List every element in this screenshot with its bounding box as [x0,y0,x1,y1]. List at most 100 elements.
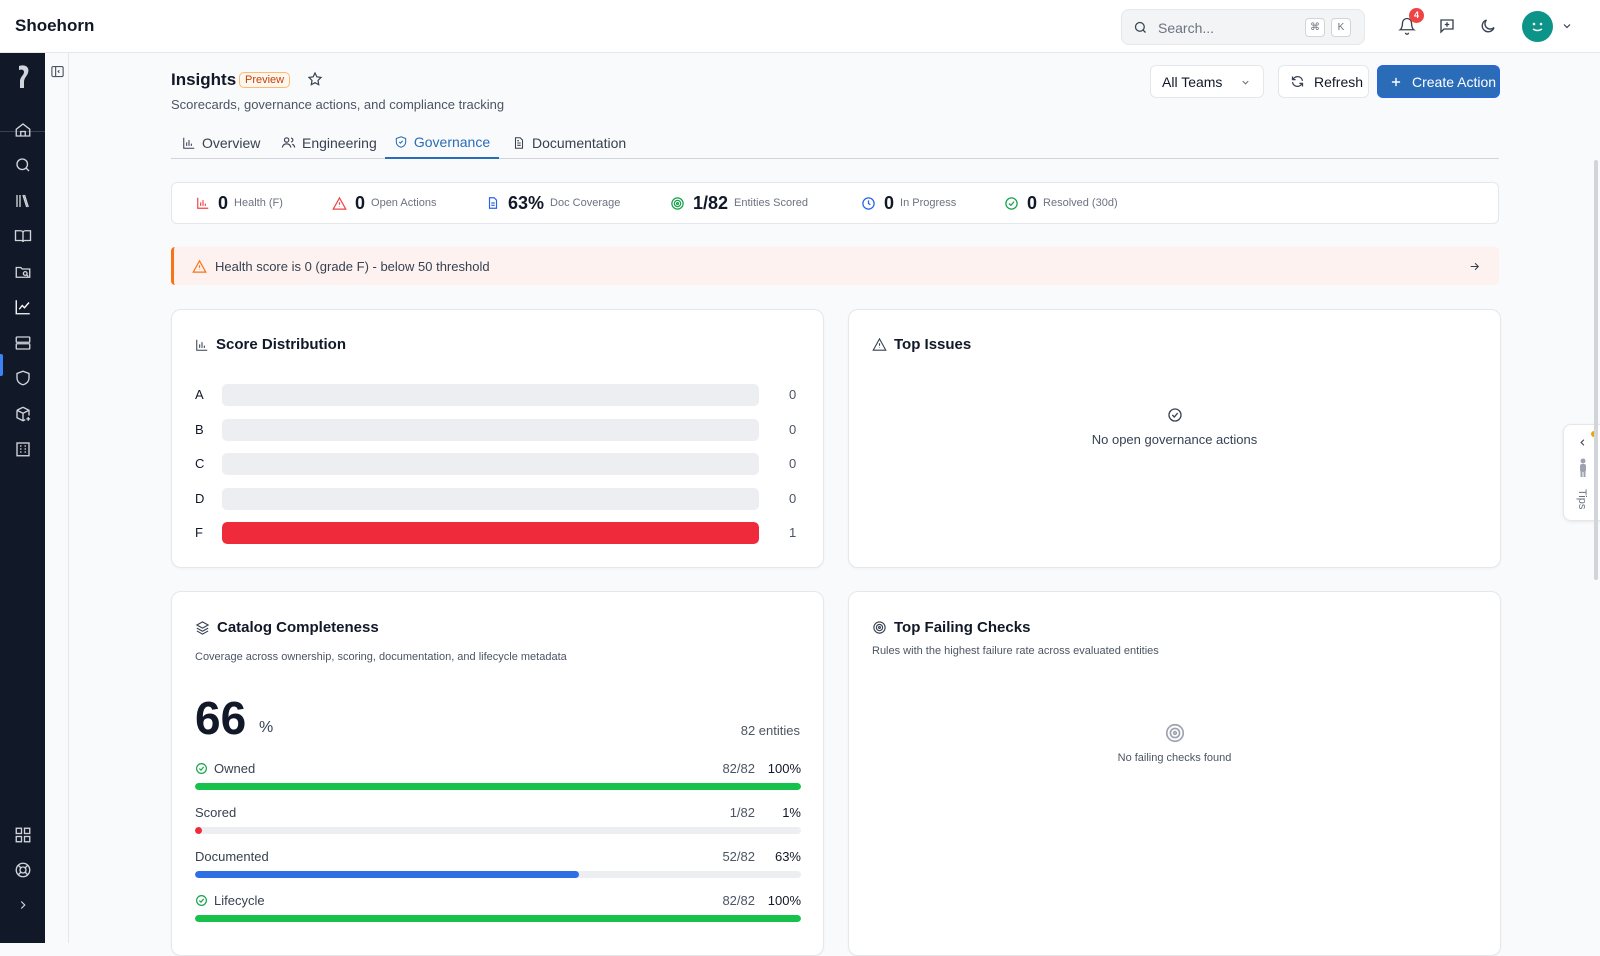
stat-label: Resolved (30d) [1043,197,1118,209]
grade-bar-fill [222,522,759,544]
card-title: Top Failing Checks [872,619,1030,636]
metric-label: Owned [195,761,255,776]
card-title: Score Distribution [195,336,346,353]
team-select[interactable]: All Teams [1150,65,1264,98]
building-icon[interactable] [12,438,34,460]
check-circle-icon [195,894,214,907]
stat-value: 0 [884,192,895,213]
person-icon [1577,458,1589,478]
create-action-button[interactable]: Create Action [1377,65,1500,98]
card-title: Catalog Completeness [195,619,379,636]
stat-value: 1/82 [693,192,729,213]
logo-icon[interactable] [8,59,37,95]
chevron-down-icon[interactable] [1561,20,1573,32]
tips-panel-toggle[interactable]: Tips [1563,424,1600,521]
metric-label-text: Lifecycle [214,893,265,908]
help-buoy-icon[interactable] [12,859,34,881]
chart-line-icon[interactable] [12,296,34,318]
metric-percent: 1% [782,805,801,820]
card-title-text: Top Failing Checks [894,619,1031,636]
refresh-button[interactable]: Refresh [1278,65,1369,98]
stat-value: 63% [508,192,545,213]
grade-label: B [195,421,204,437]
search-nav-icon[interactable] [12,154,34,176]
completeness-metric: Scored 1/82 1% [195,805,801,835]
tips-label: Tips [1576,489,1588,510]
arrow-right-icon[interactable] [1468,260,1481,273]
stat-open-actions: 0 Open Actions [332,183,436,223]
library-icon[interactable] [12,190,34,212]
grade-bar-track [222,384,759,406]
metric-bar-track [195,915,801,922]
empty-text: No failing checks found [1117,752,1232,764]
tab-label: Engineering [302,134,377,151]
panel-toggle-icon[interactable] [50,64,65,79]
feedback-icon[interactable] [1438,17,1456,35]
metric-count: 1/82 [729,805,755,820]
scrollbar[interactable] [1594,160,1598,580]
metric-label: Lifecycle [195,893,265,908]
bell-icon[interactable] [1398,17,1416,35]
empty-state: No failing checks found [849,722,1500,764]
search-box[interactable]: Search... ⌘ K [1121,9,1365,45]
shield-icon[interactable] [12,367,34,389]
moon-icon[interactable] [1479,17,1497,35]
card-title-text: Score Distribution [216,336,347,353]
tab-engineering[interactable]: Engineering [281,126,377,159]
empty-text: No open governance actions [1091,432,1258,447]
metric-percent: 100% [767,893,801,908]
create-action-label: Create Action [1412,73,1497,90]
server-icon[interactable] [12,332,34,354]
stat-label: In Progress [900,197,957,209]
tab-overview[interactable]: Overview [182,126,260,159]
tab-governance[interactable]: Governance [385,126,499,159]
file-text-icon [512,136,532,150]
check-circle-icon [1167,407,1183,423]
metric-percent: 63% [774,849,801,864]
app-title[interactable]: Shoehorn [15,16,95,35]
grade-label: C [195,456,205,471]
folder-search-icon[interactable] [12,261,34,283]
completeness-metric: Documented 52/82 63% [195,849,801,879]
kbd-key: K [1331,18,1351,37]
star-icon[interactable] [307,71,323,87]
package-plus-icon[interactable] [12,403,34,425]
apps-grid-icon[interactable] [12,824,34,846]
avatar[interactable] [1522,11,1553,42]
book-open-icon[interactable] [12,225,34,247]
stat-in-progress: 0 In Progress [861,183,956,223]
tab-label: Governance [413,133,491,150]
metric-label: Scored [195,805,236,820]
stat-value: 0 [218,192,229,213]
grade-count: 1 [789,525,797,540]
metric-count: 52/82 [722,849,755,864]
file-text-icon [486,196,500,210]
grade-label: F [195,525,203,540]
catalog-completeness-card: Catalog Completeness Coverage across own… [171,591,824,956]
refresh-icon [1290,74,1305,89]
chevron-left-icon [1577,437,1588,448]
completeness-metric: Lifecycle 82/82 100% [195,893,801,923]
card-subtitle: Rules with the highest failure rate acro… [872,645,1159,657]
metric-label: Documented [195,849,269,864]
target-icon [1164,722,1186,744]
expand-sidebar-icon[interactable] [12,894,34,916]
grade-bar-track [222,418,759,441]
stat-label: Doc Coverage [550,197,621,209]
metric-label-text: Owned [214,761,256,776]
home-icon[interactable] [12,119,34,141]
tab-documentation[interactable]: Documentation [512,126,626,159]
card-title: Top Issues [872,336,971,353]
metric-bar-fill [195,915,801,922]
check-circle-icon [195,762,214,775]
completeness-metric: Owned 82/82 100% [195,761,801,791]
metric-percent: 100% [767,761,801,776]
target-icon [670,196,685,211]
health-alert[interactable]: Health score is 0 (grade F) - below 50 t… [171,247,1499,285]
metric-label-text: Documented [195,849,269,864]
page-subtitle: Scorecards, governance actions, and comp… [171,97,505,112]
metric-bar-track [195,827,801,834]
